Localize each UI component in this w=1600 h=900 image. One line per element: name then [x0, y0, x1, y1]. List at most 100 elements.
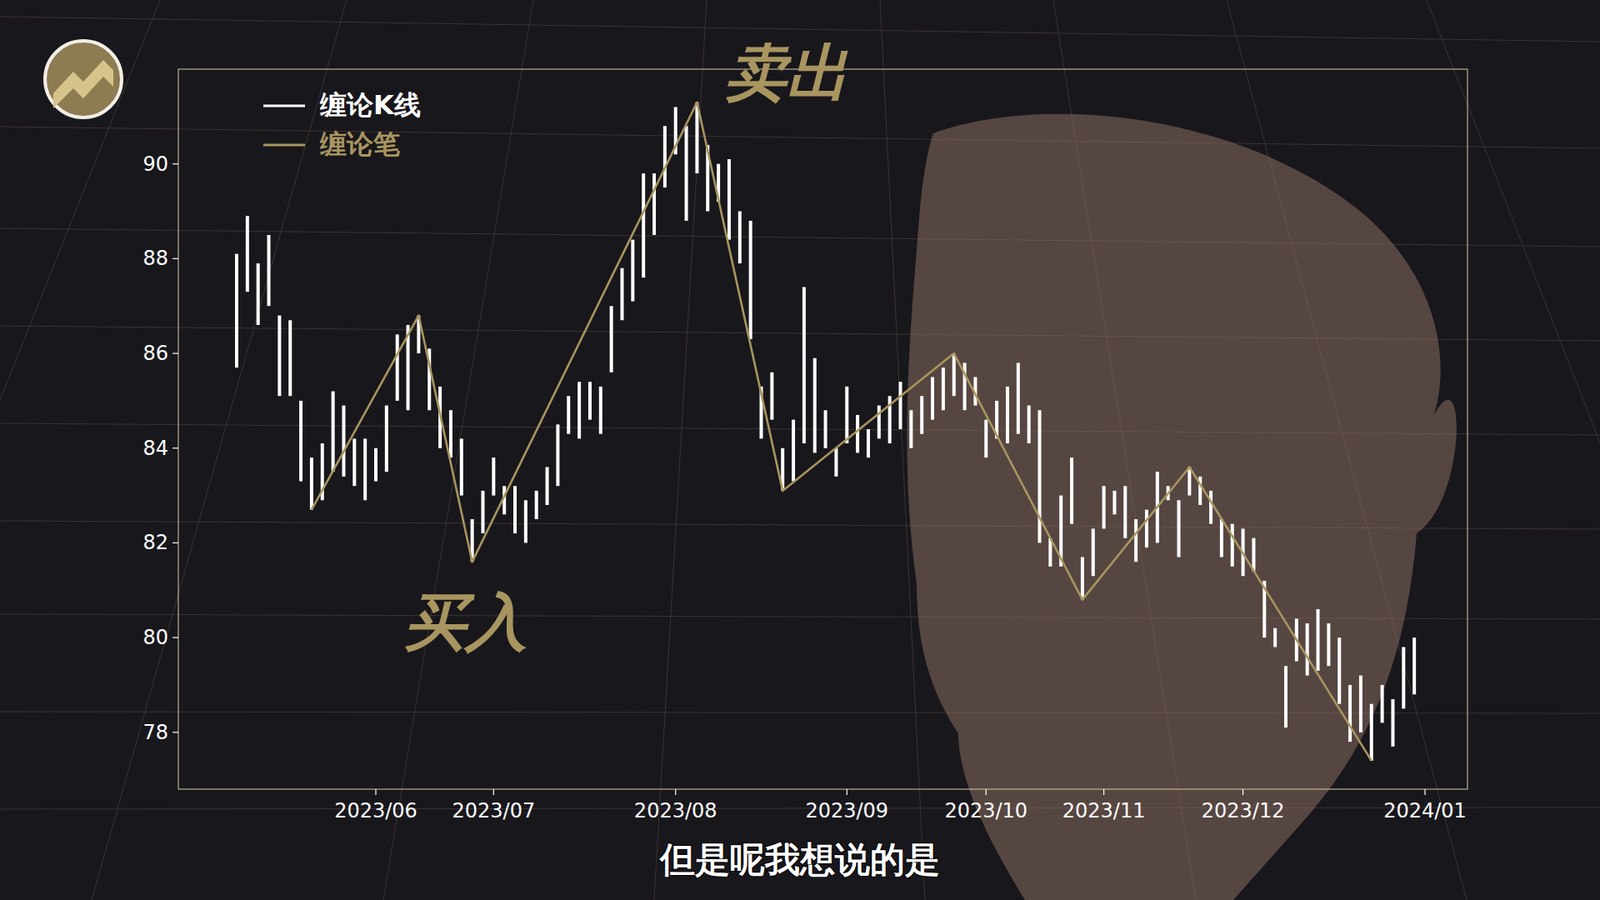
y-tick	[172, 447, 179, 449]
k-bar	[352, 438, 356, 486]
k-bar	[1091, 528, 1095, 576]
k-bar	[845, 386, 849, 444]
legend-label: 缠论笔	[319, 128, 400, 160]
k-bar	[1251, 538, 1255, 572]
legend-swatch	[263, 105, 305, 108]
k-bar	[1230, 524, 1235, 567]
k-bar	[930, 376, 935, 420]
k-bar	[1027, 405, 1031, 444]
k-bar	[1145, 510, 1149, 548]
k-bar	[449, 410, 453, 458]
x-tick-label: 2023/06	[334, 799, 418, 823]
logo-circle	[45, 40, 122, 118]
k-bar	[727, 159, 731, 240]
k-bar	[267, 235, 271, 306]
legend: 缠论K线缠论笔	[263, 89, 421, 160]
k-bar	[984, 420, 988, 458]
x-tick	[375, 789, 376, 795]
annotation: 买入	[404, 585, 528, 658]
x-tick-label: 2023/08	[634, 799, 718, 823]
k-bar	[749, 220, 753, 340]
x-tick	[1424, 789, 1425, 795]
k-bar	[374, 448, 378, 482]
background	[0, 0, 1600, 900]
x-tick-label: 2023/09	[805, 799, 889, 823]
x-tick-label: 2023/07	[451, 799, 535, 823]
legend-swatch	[263, 144, 305, 147]
x-tick-label: 2023/12	[1201, 799, 1285, 823]
x-tick-label: 2023/11	[1062, 799, 1146, 823]
x-tick	[493, 789, 495, 795]
y-tick	[172, 637, 179, 639]
y-tick-label: 82	[142, 530, 169, 555]
x-tick	[1242, 789, 1244, 795]
y-tick-label: 78	[142, 720, 169, 745]
k-bar	[802, 286, 806, 444]
x-tick	[675, 789, 676, 795]
k-bar	[866, 429, 870, 458]
k-bar	[1305, 623, 1310, 676]
k-bar	[1187, 466, 1191, 495]
decor-line	[383, 0, 534, 900]
k-bar	[1380, 685, 1385, 723]
k-bar	[288, 320, 292, 396]
k-bar	[920, 395, 924, 434]
k-bar	[363, 438, 367, 500]
k-bar	[1316, 609, 1320, 671]
k-bar	[566, 395, 570, 434]
k-bar	[1370, 704, 1374, 761]
k-bar	[341, 405, 345, 477]
k-bar	[855, 415, 860, 453]
plot-frame	[178, 69, 1468, 790]
y-tick	[172, 163, 179, 165]
decor-line	[0, 126, 1600, 149]
k-bar	[277, 315, 281, 397]
k-bar	[310, 457, 314, 510]
k-bar	[385, 405, 389, 473]
k-bar	[1273, 628, 1277, 648]
decor-line	[91, 0, 347, 900]
k-bar	[685, 125, 689, 221]
k-bar	[1220, 519, 1224, 557]
k-bar	[599, 386, 603, 435]
k-bar	[663, 125, 667, 188]
x-tick	[985, 789, 987, 795]
k-bar	[555, 424, 560, 486]
x-axis: 2023/06 2023/07 2023/08 2023/09 2023/10 2023/…	[334, 789, 1467, 823]
k-bar	[1070, 457, 1074, 525]
annotation: 卖出	[725, 36, 849, 109]
k-bar	[460, 438, 464, 495]
decor-grid	[0, 0, 1600, 900]
k-bar	[1412, 637, 1416, 695]
portrait	[906, 114, 1456, 900]
k-bar	[941, 367, 945, 410]
k-bar	[256, 263, 260, 325]
pen-line	[311, 102, 1372, 761]
k-bar	[299, 400, 303, 482]
k-bar	[1348, 685, 1352, 742]
k-bar	[620, 268, 624, 321]
y-axis: 78808284868890	[142, 152, 179, 745]
y-tick-label: 84	[142, 436, 169, 460]
k-bar	[610, 305, 614, 373]
k-bar	[535, 490, 539, 520]
k-bars	[235, 102, 1416, 761]
k-bar	[1112, 490, 1116, 515]
subtitle: 但是呢我想说的是	[658, 839, 940, 880]
k-bar	[1016, 362, 1020, 434]
k-bar	[824, 410, 828, 448]
y-tick	[172, 731, 179, 733]
k-bar	[770, 372, 774, 420]
k-bar	[245, 215, 250, 292]
y-tick	[172, 352, 179, 354]
k-bar	[1284, 665, 1288, 728]
x-tick-label: 2023/10	[944, 799, 1028, 823]
k-bar	[577, 381, 581, 439]
k-bar	[899, 381, 903, 430]
k-bar	[1038, 410, 1042, 543]
y-tick-label: 88	[142, 246, 169, 270]
k-bar	[652, 173, 656, 235]
k-bar	[877, 405, 881, 440]
chart: 788082848688902023/062023/072023/082023/…	[0, 0, 1600, 900]
k-bar	[395, 334, 400, 401]
